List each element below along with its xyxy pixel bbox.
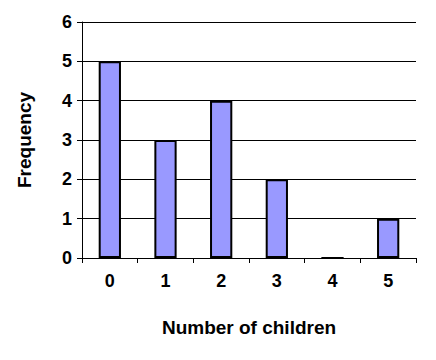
svg-text:5: 5 [62, 51, 72, 71]
svg-text:2: 2 [216, 271, 226, 291]
svg-text:6: 6 [62, 12, 72, 32]
svg-text:0: 0 [62, 248, 72, 268]
svg-text:Number of children: Number of children [162, 317, 336, 338]
svg-text:Frequency: Frequency [14, 92, 35, 189]
svg-text:0: 0 [105, 271, 115, 291]
svg-text:3: 3 [272, 271, 282, 291]
svg-text:3: 3 [62, 130, 72, 150]
svg-text:1: 1 [160, 271, 170, 291]
svg-text:5: 5 [383, 271, 393, 291]
svg-text:2: 2 [62, 169, 72, 189]
svg-text:4: 4 [62, 91, 72, 111]
svg-text:1: 1 [62, 209, 72, 229]
svg-text:4: 4 [327, 271, 337, 291]
